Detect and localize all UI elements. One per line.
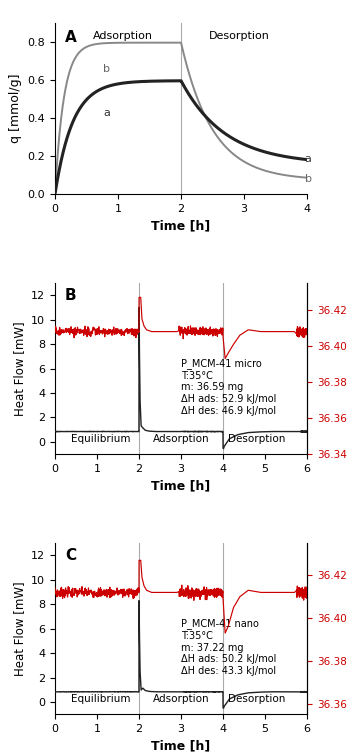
Text: Adsorption: Adsorption bbox=[153, 695, 209, 705]
Text: Adsorption: Adsorption bbox=[153, 434, 209, 445]
Y-axis label: Heat Flow [mW]: Heat Flow [mW] bbox=[13, 321, 26, 416]
Text: P_MCM-41 micro
T:35°C
m: 36.59 mg
ΔH ads: 52.9 kJ/mol
ΔH des: 46.9 kJ/mol: P_MCM-41 micro T:35°C m: 36.59 mg ΔH ads… bbox=[181, 358, 277, 416]
Text: b: b bbox=[305, 174, 312, 184]
Text: a: a bbox=[103, 108, 110, 118]
Text: Equilibrium: Equilibrium bbox=[71, 695, 130, 705]
Text: Desorption: Desorption bbox=[228, 434, 285, 445]
Text: P_MCM-41 nano
T:35°C
m: 37.22 mg
ΔH ads: 50.2 kJ/mol
ΔH des: 43.3 kJ/mol: P_MCM-41 nano T:35°C m: 37.22 mg ΔH ads:… bbox=[181, 618, 277, 676]
X-axis label: Time [h]: Time [h] bbox=[152, 479, 211, 492]
Text: A: A bbox=[65, 29, 77, 45]
Text: a: a bbox=[305, 153, 311, 163]
X-axis label: Time [h]: Time [h] bbox=[152, 739, 211, 753]
Text: Desorption: Desorption bbox=[228, 695, 285, 705]
Text: Adsorption: Adsorption bbox=[93, 31, 153, 42]
X-axis label: Time [h]: Time [h] bbox=[152, 219, 211, 232]
Y-axis label: Heat Flow [mW]: Heat Flow [mW] bbox=[13, 581, 26, 676]
Text: Equilibrium: Equilibrium bbox=[71, 434, 130, 445]
Text: Desorption: Desorption bbox=[209, 31, 269, 42]
Text: b: b bbox=[103, 64, 110, 74]
Text: C: C bbox=[65, 548, 76, 563]
Text: B: B bbox=[65, 288, 77, 303]
Y-axis label: q [mmol/g]: q [mmol/g] bbox=[9, 73, 22, 143]
